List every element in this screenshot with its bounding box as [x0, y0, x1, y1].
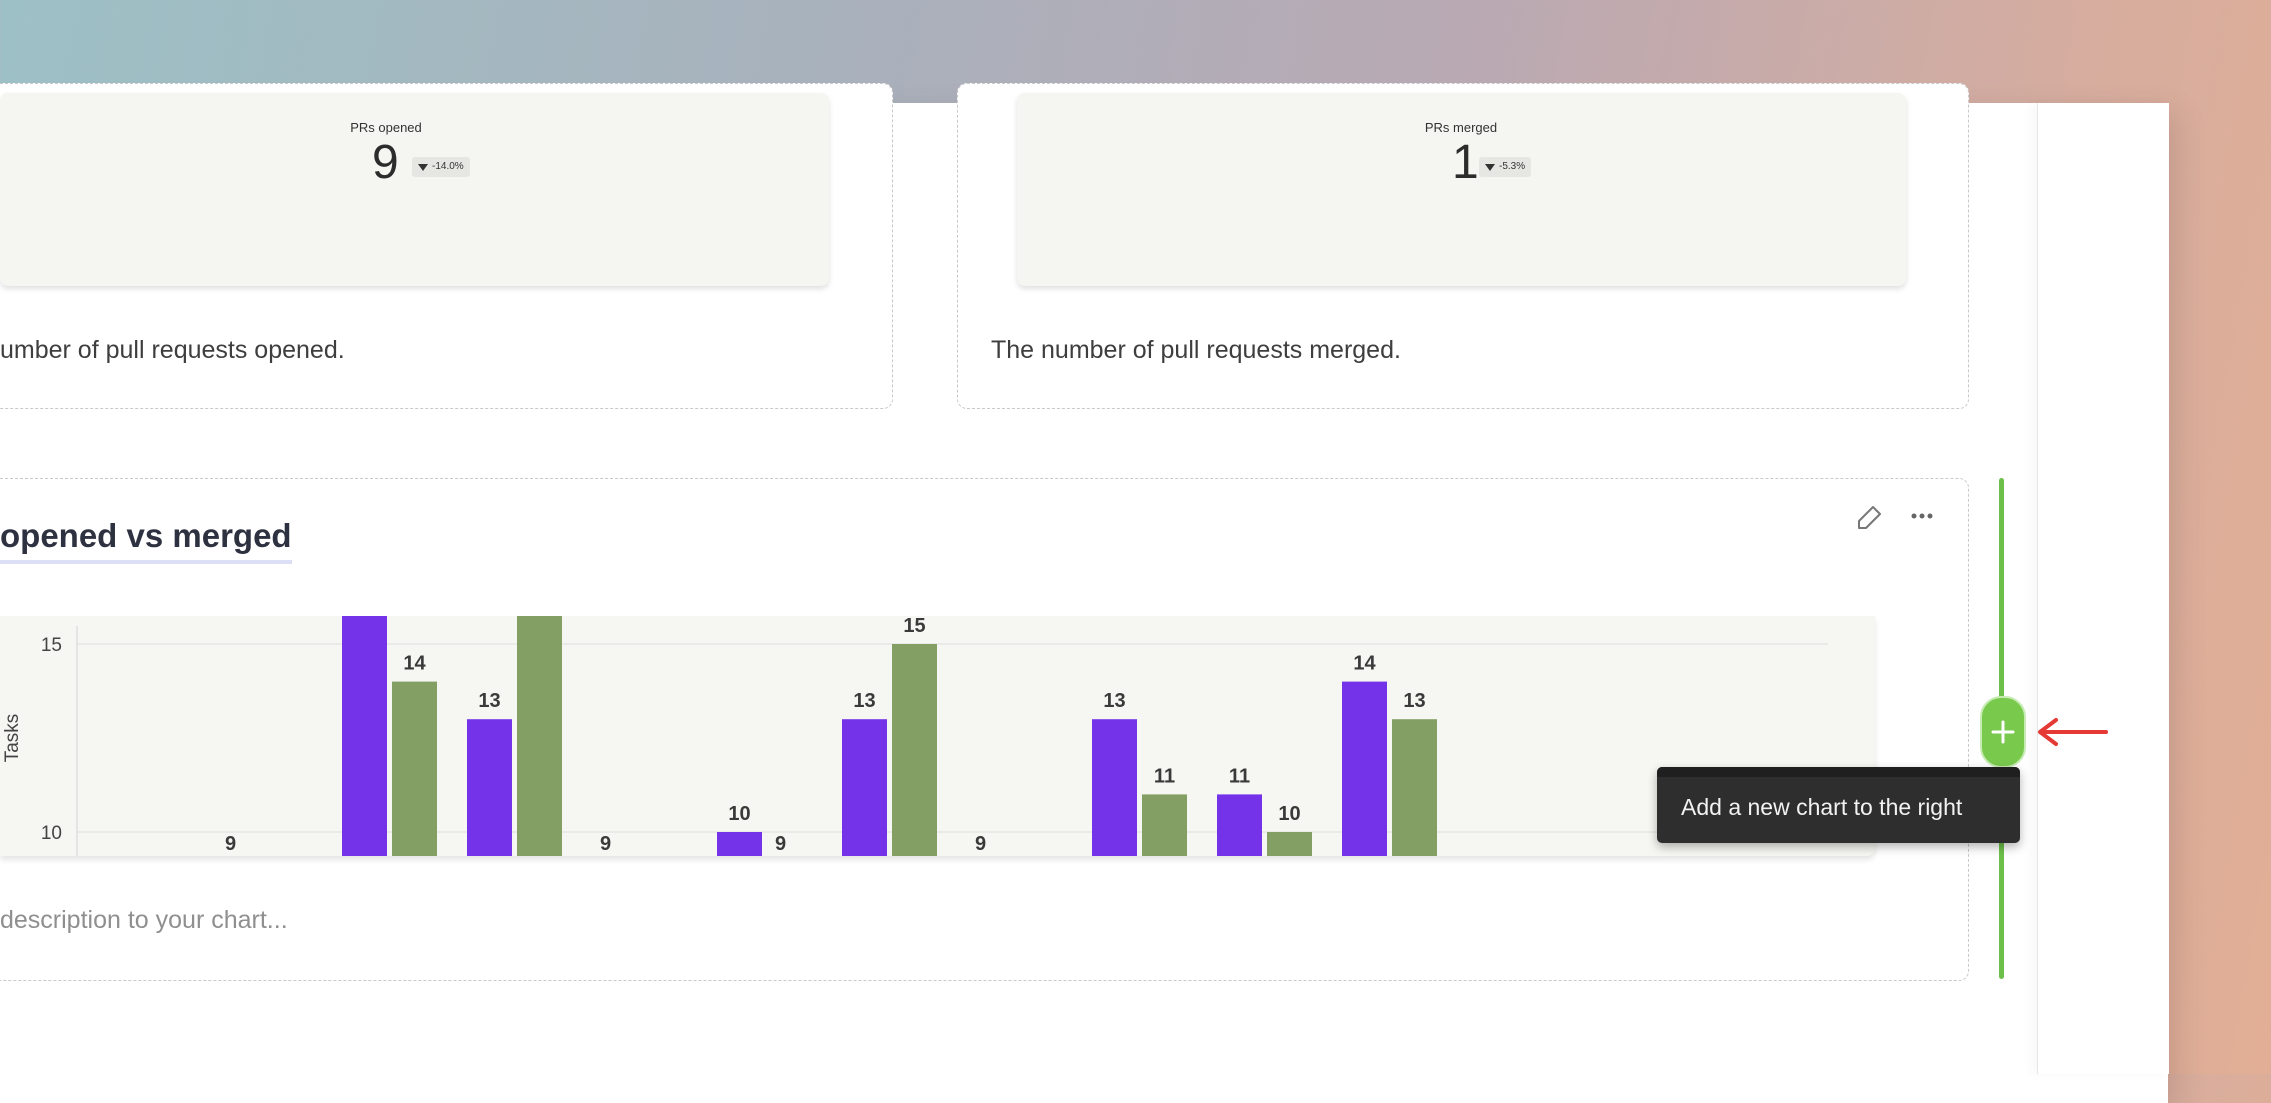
delta-badge: -5.3% — [1479, 157, 1532, 177]
plus-icon — [1991, 720, 2015, 744]
more-horizontal-icon[interactable] — [1904, 500, 1940, 536]
bar-merged[interactable] — [892, 644, 937, 856]
y-axis-label: Tasks — [2, 714, 23, 763]
bar-opened[interactable] — [1092, 719, 1137, 856]
chart-description-placeholder[interactable]: description to your chart... — [0, 906, 288, 934]
card-description: The number of pull requests merged. — [991, 336, 1401, 364]
bar-merged[interactable] — [1142, 794, 1187, 856]
bar-opened[interactable] — [342, 616, 387, 856]
metric-value: 1 — [1452, 136, 1479, 189]
bar-value-label: 14 — [403, 653, 426, 675]
bar-value-label: 11 — [1229, 765, 1250, 787]
edit-icon[interactable] — [1851, 500, 1887, 536]
bar-opened[interactable] — [1342, 681, 1387, 856]
metric-label: PRs merged — [1424, 120, 1498, 135]
bar-chart: 1015Tasks916139101391311141416915111013 — [0, 616, 1875, 856]
bar-value-label: 9 — [225, 833, 236, 855]
delta-badge: -14.0% — [412, 157, 470, 177]
bar-merged[interactable] — [392, 681, 437, 856]
metric-tile-prs-opened: PRs opened 9 -14.0% — [0, 93, 829, 286]
triangle-down-icon — [1485, 163, 1495, 171]
triangle-down-icon — [418, 163, 428, 171]
bar-value-label: 14 — [1353, 653, 1376, 675]
right-rail — [2037, 103, 2169, 1074]
bar-value-label: 10 — [1278, 803, 1300, 825]
y-tick-label: 10 — [41, 823, 62, 844]
card-description: umber of pull requests opened. — [0, 336, 345, 364]
bar-opened[interactable] — [467, 719, 512, 856]
add-chart-right-button[interactable] — [1980, 696, 2026, 768]
metric-tile-prs-merged: PRs merged 1 -5.3% — [1017, 93, 1906, 286]
delta-value: -14.0% — [432, 161, 464, 172]
bar-value-label: 13 — [853, 690, 875, 712]
bar-value-label: 13 — [1403, 690, 1425, 712]
bar-value-label: 13 — [478, 690, 500, 712]
delta-value: -5.3% — [1499, 161, 1526, 172]
bar-merged[interactable] — [1267, 832, 1312, 856]
add-chart-tooltip: Add a new chart to the right — [1657, 767, 2020, 843]
metric-label: PRs opened — [350, 120, 422, 135]
bar-value-label: 9 — [975, 833, 986, 855]
bar-value-label: 11 — [1154, 765, 1175, 787]
bar-merged[interactable] — [517, 616, 562, 856]
bar-chart-svg: 1015Tasks916139101391311141416915111013 — [2, 616, 1828, 856]
dashboard-canvas: PRs opened 9 -14.0% umber of pull reques… — [0, 83, 2168, 1103]
bar-value-label: 13 — [1103, 690, 1125, 712]
chart-title[interactable]: opened vs merged — [0, 512, 292, 564]
metric-value: 9 — [372, 136, 399, 189]
tooltip-text: Add a new chart to the right — [1681, 794, 1963, 820]
arrow-left-icon — [2038, 718, 2108, 746]
bar-opened[interactable] — [842, 719, 887, 856]
bar-value-label: 15 — [903, 616, 925, 637]
y-tick-label: 15 — [41, 635, 62, 656]
bar-opened[interactable] — [717, 832, 762, 856]
bar-value-label: 10 — [728, 803, 750, 825]
bar-opened[interactable] — [1217, 794, 1262, 856]
bar-merged[interactable] — [1392, 719, 1437, 856]
bar-value-label: 9 — [775, 833, 786, 855]
bar-value-label: 9 — [600, 833, 611, 855]
